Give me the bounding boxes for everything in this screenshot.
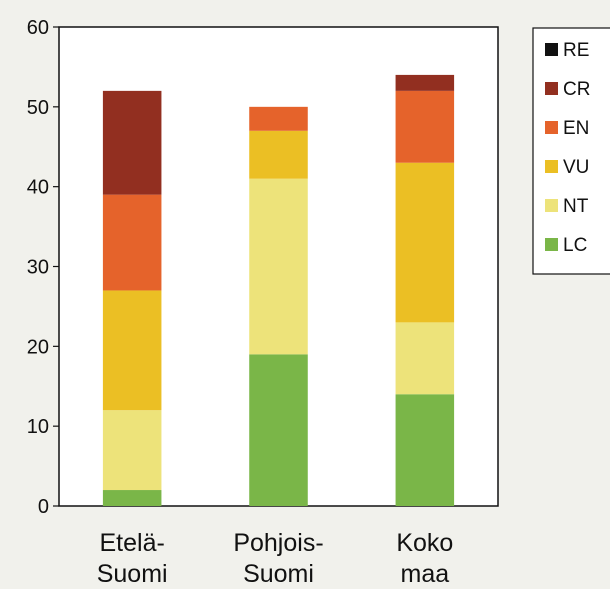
legend-label-nt: NT (563, 196, 589, 217)
legend-swatch-en (545, 121, 558, 134)
x-category-label: Suomi (97, 560, 168, 588)
bar-segment-lc (395, 394, 455, 506)
bar-segment-lc (249, 354, 308, 506)
legend-label-cr: CR (563, 79, 590, 100)
legend-swatch-nt (545, 199, 558, 212)
y-tick-label: 50 (27, 97, 49, 119)
bar-segment-lc (102, 490, 162, 506)
bars-group (102, 74, 455, 506)
y-tick-label: 20 (27, 336, 49, 358)
bar-segment-en (102, 194, 162, 291)
y-tick-label: 10 (27, 416, 49, 438)
bar-segment-vu (249, 130, 308, 179)
legend: RE CR EN VU NT LC (532, 27, 610, 275)
y-axis: 0 10 20 30 40 50 60 (27, 17, 59, 518)
bar-segment-nt (102, 410, 162, 491)
bar-segment-en (249, 106, 308, 131)
x-axis: Etelä- Suomi Pohjois- Suomi Koko maa (97, 529, 454, 588)
x-category-label: Etelä- (100, 529, 165, 557)
bar-segment-nt (249, 178, 308, 355)
y-tick-label: 40 (27, 177, 49, 199)
legend-swatch-lc (545, 238, 558, 251)
legend-swatch-vu (545, 160, 558, 173)
x-category-label: Koko (396, 529, 453, 557)
bar-segment-vu (395, 162, 455, 323)
y-tick-label: 0 (38, 496, 49, 518)
legend-swatch-re (545, 43, 558, 56)
bar-segment-cr (395, 74, 455, 91)
legend-label-en: EN (563, 118, 589, 139)
x-category-label: maa (401, 560, 450, 588)
legend-box (532, 27, 610, 275)
bar-segment-en (395, 90, 455, 163)
legend-label-lc: LC (563, 235, 587, 256)
y-tick-label: 30 (27, 257, 49, 279)
x-category-label: Pohjois- (233, 529, 323, 557)
legend-label-re: RE (563, 40, 589, 61)
bar-segment-vu (102, 290, 162, 411)
legend-swatch-cr (545, 82, 558, 95)
bar-segment-nt (395, 322, 455, 395)
legend-label-vu: VU (563, 157, 589, 178)
x-category-label: Suomi (243, 560, 314, 588)
y-tick-label: 60 (27, 17, 49, 39)
bar-segment-cr (102, 90, 162, 195)
